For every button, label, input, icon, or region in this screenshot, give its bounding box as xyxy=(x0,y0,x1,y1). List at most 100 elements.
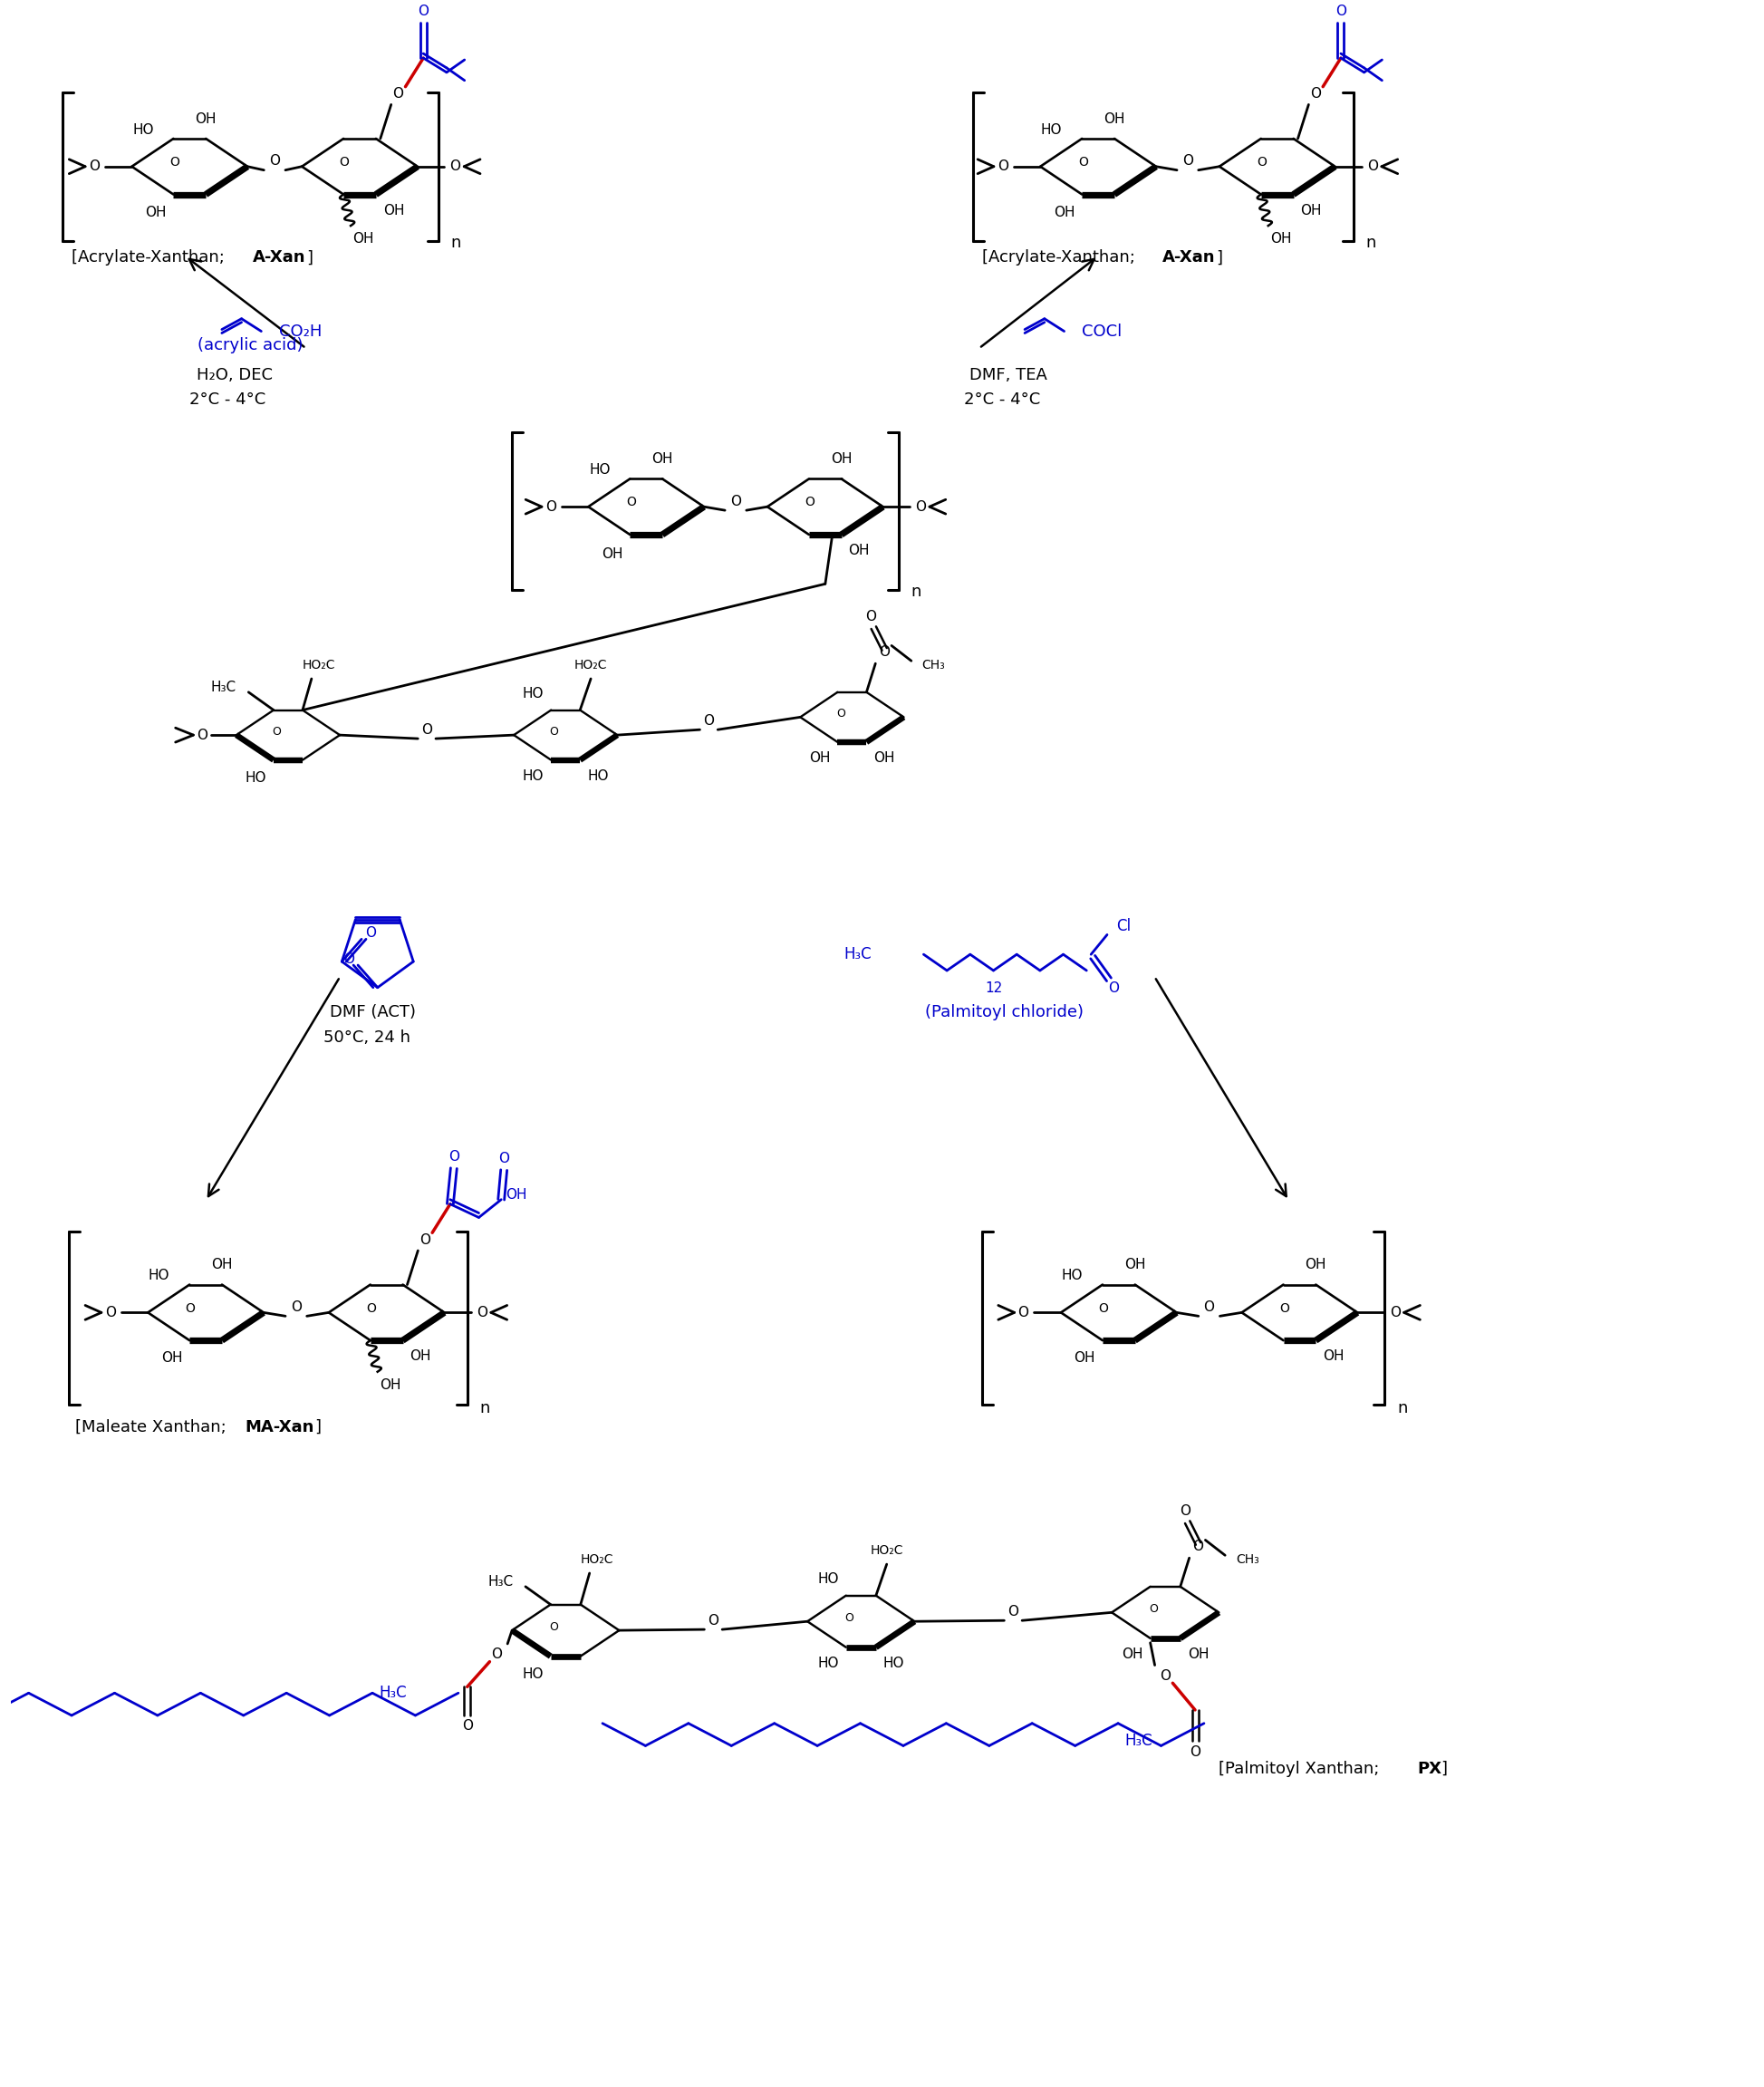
Text: MA-Xan: MA-Xan xyxy=(245,1419,314,1436)
Text: O: O xyxy=(730,495,741,507)
Text: 12: 12 xyxy=(984,981,1002,995)
Text: O: O xyxy=(365,927,376,939)
Text: [Maleate Xanthan;: [Maleate Xanthan; xyxy=(76,1419,231,1436)
Text: O: O xyxy=(704,714,714,728)
Text: HO₂C: HO₂C xyxy=(580,1553,614,1565)
Text: HO: HO xyxy=(132,123,153,136)
Text: O: O xyxy=(499,1152,510,1165)
Text: O: O xyxy=(339,157,349,169)
Text: OH: OH xyxy=(1074,1352,1095,1365)
Text: OH: OH xyxy=(848,545,870,557)
Text: O: O xyxy=(549,1622,557,1634)
Text: O: O xyxy=(418,4,429,19)
Text: Cl: Cl xyxy=(1117,918,1131,933)
Text: HO: HO xyxy=(589,463,610,476)
Text: DMF (ACT): DMF (ACT) xyxy=(330,1004,416,1021)
Text: HO: HO xyxy=(587,770,609,783)
Text: O: O xyxy=(1007,1605,1018,1617)
Text: O: O xyxy=(1189,1745,1201,1759)
Text: HO₂C: HO₂C xyxy=(302,659,335,672)
Text: O: O xyxy=(1258,157,1267,169)
Text: HO: HO xyxy=(817,1574,840,1586)
Text: PX: PX xyxy=(1418,1761,1443,1778)
Text: OH: OH xyxy=(1323,1350,1344,1363)
Text: [Acrylate-Xanthan;: [Acrylate-Xanthan; xyxy=(983,250,1140,265)
Text: O: O xyxy=(626,497,635,509)
Text: O: O xyxy=(492,1649,503,1661)
Text: O: O xyxy=(1099,1302,1108,1315)
Text: O: O xyxy=(198,728,208,741)
Text: O: O xyxy=(367,1302,376,1315)
Text: [Palmitoyl Xanthan;: [Palmitoyl Xanthan; xyxy=(1219,1761,1385,1778)
Text: HO: HO xyxy=(522,770,543,783)
Text: HO₂C: HO₂C xyxy=(575,659,607,672)
Text: n: n xyxy=(910,584,921,599)
Text: HO₂C: HO₂C xyxy=(870,1544,903,1557)
Text: OH: OH xyxy=(873,751,894,766)
Text: O: O xyxy=(878,645,889,659)
Text: H₃C: H₃C xyxy=(379,1684,406,1701)
Text: OH: OH xyxy=(651,453,674,465)
Text: OH: OH xyxy=(810,751,831,766)
Text: ]: ] xyxy=(1217,250,1222,265)
Text: CO₂H: CO₂H xyxy=(279,323,323,340)
Text: HO: HO xyxy=(522,1668,543,1680)
Text: (acrylic acid): (acrylic acid) xyxy=(198,338,303,353)
Text: HO: HO xyxy=(148,1269,169,1284)
Text: O: O xyxy=(804,497,815,509)
Text: O: O xyxy=(448,1150,459,1162)
Text: O: O xyxy=(104,1306,116,1319)
Text: OH: OH xyxy=(1270,232,1291,246)
Text: H₃C: H₃C xyxy=(487,1576,513,1588)
Text: O: O xyxy=(1148,1603,1157,1615)
Text: OH: OH xyxy=(161,1352,182,1365)
Text: H₃C: H₃C xyxy=(1124,1732,1152,1749)
Text: A-Xan: A-Xan xyxy=(1162,250,1215,265)
Text: CH₃: CH₃ xyxy=(923,659,946,672)
Text: O: O xyxy=(1161,1670,1171,1682)
Text: O: O xyxy=(1311,88,1321,100)
Text: HO: HO xyxy=(817,1657,840,1670)
Text: O: O xyxy=(1367,161,1378,173)
Text: COCl: COCl xyxy=(1081,323,1122,340)
Text: OH: OH xyxy=(1300,205,1321,217)
Text: HO: HO xyxy=(1062,1269,1083,1284)
Text: n: n xyxy=(480,1400,490,1417)
Text: O: O xyxy=(1108,981,1118,995)
Text: ]: ] xyxy=(1441,1761,1446,1778)
Text: H₃C: H₃C xyxy=(210,680,236,695)
Text: H₂O, DEC: H₂O, DEC xyxy=(196,367,272,384)
Text: O: O xyxy=(88,161,99,173)
Text: O: O xyxy=(845,1613,854,1624)
Text: O: O xyxy=(1279,1302,1289,1315)
Text: n: n xyxy=(1397,1400,1408,1417)
Text: 2°C - 4°C: 2°C - 4°C xyxy=(965,390,1041,407)
Text: O: O xyxy=(866,609,877,624)
Text: HO: HO xyxy=(884,1657,905,1670)
Text: O: O xyxy=(1180,1505,1191,1517)
Text: OH: OH xyxy=(379,1377,400,1392)
Text: O: O xyxy=(1078,157,1088,169)
Text: O: O xyxy=(997,161,1009,173)
Text: (Palmitoyl chloride): (Palmitoyl chloride) xyxy=(924,1004,1083,1021)
Text: O: O xyxy=(450,161,460,173)
Text: OH: OH xyxy=(409,1350,430,1363)
Text: O: O xyxy=(393,88,404,100)
Text: O: O xyxy=(1203,1300,1215,1315)
Text: O: O xyxy=(422,722,432,737)
Text: 2°C - 4°C: 2°C - 4°C xyxy=(189,390,265,407)
Text: CH₃: CH₃ xyxy=(1237,1553,1259,1565)
Text: A-Xan: A-Xan xyxy=(252,250,305,265)
Text: OH: OH xyxy=(353,232,374,246)
Text: OH: OH xyxy=(383,205,404,217)
Text: OH: OH xyxy=(145,205,166,219)
Text: ]: ] xyxy=(316,1419,321,1436)
Text: O: O xyxy=(291,1300,302,1315)
Text: ]: ] xyxy=(305,250,312,265)
Text: OH: OH xyxy=(1187,1647,1208,1661)
Text: n: n xyxy=(452,234,462,250)
Text: O: O xyxy=(836,707,845,720)
Text: OH: OH xyxy=(1053,205,1074,219)
Text: O: O xyxy=(707,1613,718,1628)
Text: OH: OH xyxy=(212,1258,233,1271)
